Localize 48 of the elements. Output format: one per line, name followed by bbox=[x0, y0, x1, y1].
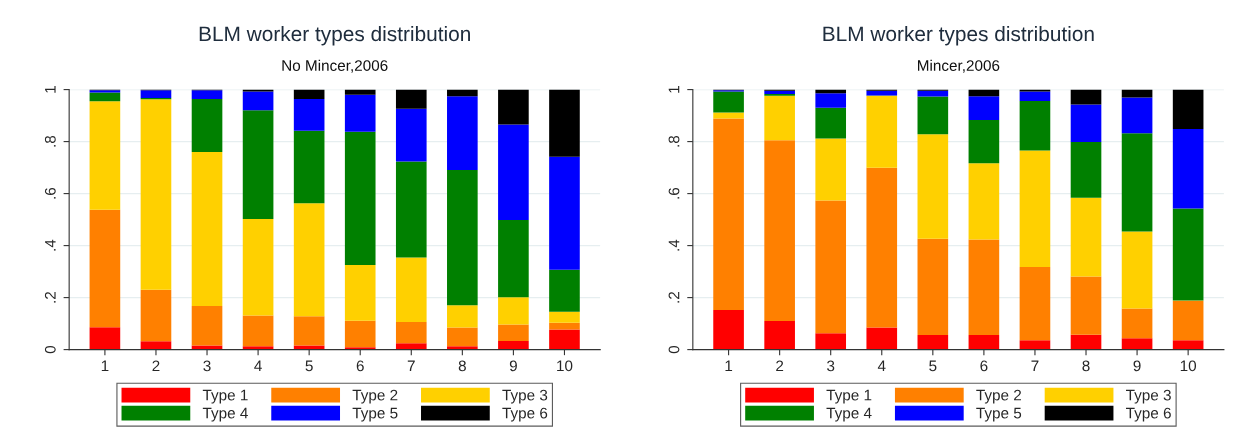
y-tick-label: .8 bbox=[668, 135, 680, 147]
x-tick-label: 8 bbox=[1082, 360, 1090, 372]
y-tick-label: .2 bbox=[44, 291, 56, 303]
y-tick-label: 0 bbox=[668, 345, 680, 354]
chart-title: BLM worker types distribution bbox=[199, 25, 470, 46]
y-tick-label: .2 bbox=[668, 291, 680, 303]
x-tick-label: 4 bbox=[254, 360, 262, 372]
legend-label: Type 1 bbox=[826, 389, 872, 404]
y-tick-label: .6 bbox=[44, 187, 56, 199]
y-tick-label: 1 bbox=[45, 86, 56, 93]
legend-label: Type 4 bbox=[202, 407, 248, 422]
x-tick-label: 8 bbox=[458, 360, 466, 372]
x-tick-label: 5 bbox=[305, 360, 313, 372]
x-tick-label: 7 bbox=[407, 360, 415, 372]
x-tick-label: 9 bbox=[509, 360, 517, 372]
legend-label: Type 4 bbox=[826, 407, 872, 422]
legend-label: Type 1 bbox=[202, 389, 248, 404]
legend-label: Type 3 bbox=[1126, 389, 1171, 404]
x-tick-label: 2 bbox=[776, 360, 784, 372]
legend-label: Type 5 bbox=[976, 407, 1022, 422]
legend-label: Type 2 bbox=[352, 389, 398, 404]
y-tick-label: .4 bbox=[45, 239, 56, 251]
y-tick-label: 0 bbox=[44, 345, 56, 354]
legend-label: Type 6 bbox=[502, 407, 548, 422]
x-tick-label: 5 bbox=[929, 360, 937, 372]
chart-subtitle: No Mincer,2006 bbox=[282, 59, 388, 73]
legend-label: Type 3 bbox=[502, 389, 548, 404]
x-tick-label: 1 bbox=[101, 360, 109, 372]
y-tick-label: .8 bbox=[44, 135, 56, 147]
x-tick-label: 3 bbox=[203, 360, 211, 372]
x-tick-label: 3 bbox=[827, 360, 835, 372]
x-tick-label: 9 bbox=[1133, 360, 1141, 372]
legend-label: Type 5 bbox=[352, 407, 398, 422]
x-tick-label: 10 bbox=[557, 360, 573, 372]
chart-subtitle: Mincer,2006 bbox=[918, 59, 1000, 73]
x-tick-label: 2 bbox=[152, 360, 160, 372]
chart-title: BLM worker types distribution bbox=[823, 25, 1094, 46]
x-tick-label: 6 bbox=[980, 360, 988, 372]
x-tick-label: 1 bbox=[725, 360, 733, 372]
x-tick-label: 4 bbox=[877, 360, 886, 372]
y-tick-label: .4 bbox=[668, 239, 680, 251]
x-tick-label: 6 bbox=[356, 360, 364, 372]
y-tick-label: .6 bbox=[668, 187, 680, 199]
legend-label: Type 2 bbox=[976, 389, 1022, 404]
x-tick-label: 10 bbox=[1180, 360, 1197, 372]
legend-label: Type 6 bbox=[1126, 407, 1171, 422]
x-tick-label: 7 bbox=[1031, 360, 1039, 372]
y-tick-label: 1 bbox=[668, 86, 680, 93]
